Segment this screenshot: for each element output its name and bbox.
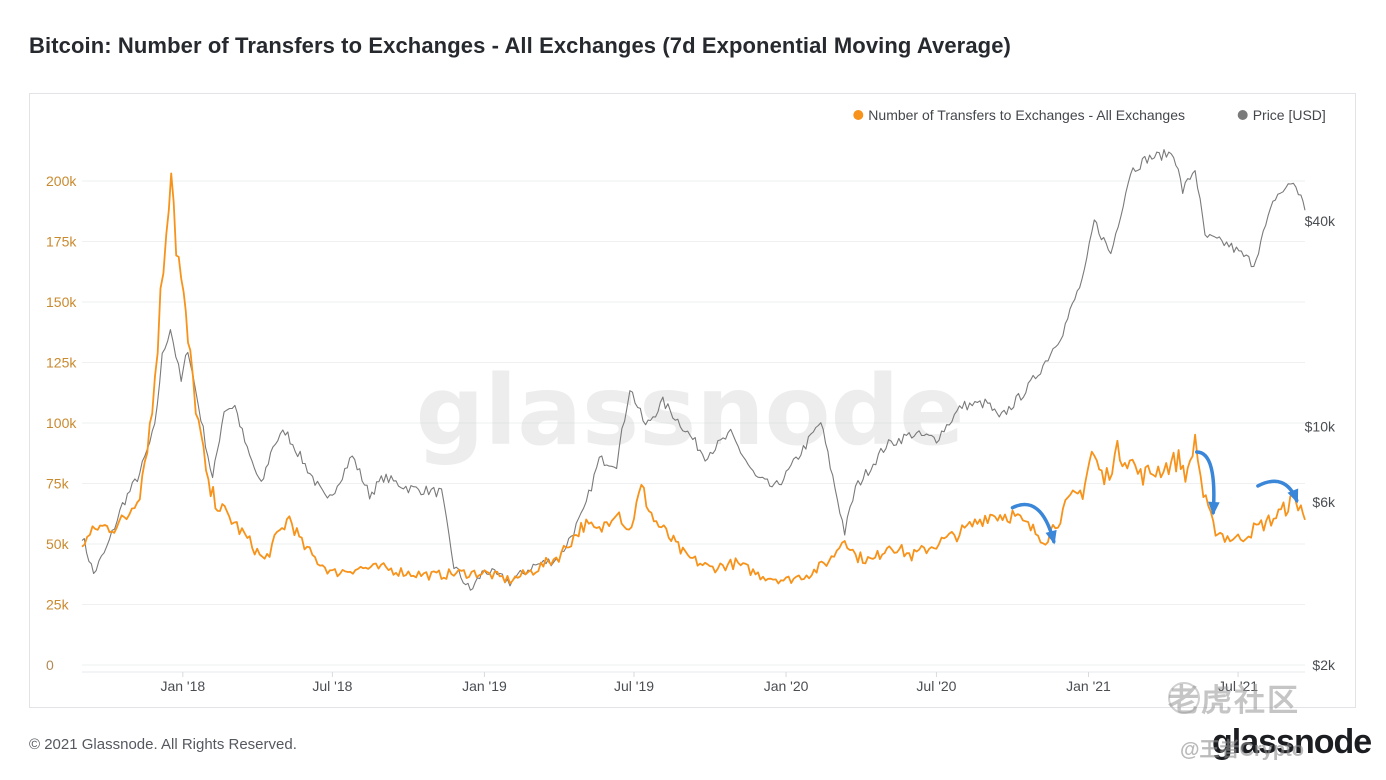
grid-lines <box>82 180 1305 666</box>
x-axis-ticks: Jan '18 Jul '18 Jan '19 Jul '19 Jan '20 Jul '… <box>82 671 1305 694</box>
page-title: Bitcoin: Number of Transfers to Exchange… <box>29 33 1011 58</box>
tiger-watermark: 老虎社区 <box>1168 683 1300 718</box>
x-tick-label: Jan '20 <box>764 678 809 694</box>
x-tick-label: Jul '21 <box>1218 678 1258 694</box>
x-tick-label: Jan '19 <box>462 678 507 694</box>
legend-marker <box>1237 110 1248 120</box>
x-tick-label: Jul '19 <box>614 678 654 694</box>
legend-marker <box>853 110 864 120</box>
copyright-text: © 2021 Glassnode. All Rights Reserved. <box>29 736 297 753</box>
right-tick-label: $6k <box>1312 494 1336 510</box>
right-tick-label: $2k <box>1312 657 1336 673</box>
legend-label: Price [USD] <box>1253 107 1326 123</box>
trend-arrow-head <box>1208 501 1220 516</box>
legend-label: Number of Transfers to Exchanges - All E… <box>868 107 1185 123</box>
chart-panel: glassnode 0 25k 50k 75k 100k 125k 150k 175k 200k… <box>29 93 1356 708</box>
trend-arrows <box>1010 450 1299 545</box>
glassnode-watermark: glassnode <box>416 355 965 467</box>
left-tick-label: 200k <box>46 173 77 189</box>
tiger-handle: @王者Crypto <box>1180 739 1304 761</box>
glassnode-logo: glassnode <box>1212 723 1372 761</box>
left-tick-label: 50k <box>46 536 70 552</box>
left-tick-label: 0 <box>46 657 54 673</box>
left-tick-label: 75k <box>46 476 70 492</box>
transfers-series-line <box>81 172 1306 585</box>
tiger-logo-icon <box>1168 682 1200 714</box>
left-tick-label: 25k <box>46 597 70 613</box>
trend-arrow-head <box>1287 488 1299 504</box>
right-tick-label: $40k <box>1305 213 1336 229</box>
series-layer <box>81 149 1306 591</box>
chart-svg[interactable]: glassnode 0 25k 50k 75k 100k 125k 150k 175k 200k… <box>30 94 1355 707</box>
right-axis-ticks: $2k $6k $10k $40k <box>1305 213 1336 673</box>
x-tick-label: Jan '18 <box>160 678 205 694</box>
right-tick-label: $10k <box>1305 418 1336 434</box>
legend: Price [USD] Number of Transfers to Exchan… <box>853 107 1326 123</box>
trend-arrow-head <box>1045 529 1057 545</box>
x-tick-label: Jul '20 <box>916 678 956 694</box>
x-tick-label: Jul '18 <box>312 678 352 694</box>
trend-arrow <box>1010 502 1056 544</box>
left-axis-ticks: 0 25k 50k 75k 100k 125k 150k 175k 200k <box>46 173 77 673</box>
price-series-line <box>81 149 1306 591</box>
left-tick-label: 175k <box>46 234 77 250</box>
left-tick-label: 150k <box>46 294 77 310</box>
left-tick-label: 125k <box>46 355 77 371</box>
left-tick-label: 100k <box>46 415 77 431</box>
trend-arrow <box>1195 450 1216 515</box>
x-tick-label: Jan '21 <box>1066 678 1111 694</box>
